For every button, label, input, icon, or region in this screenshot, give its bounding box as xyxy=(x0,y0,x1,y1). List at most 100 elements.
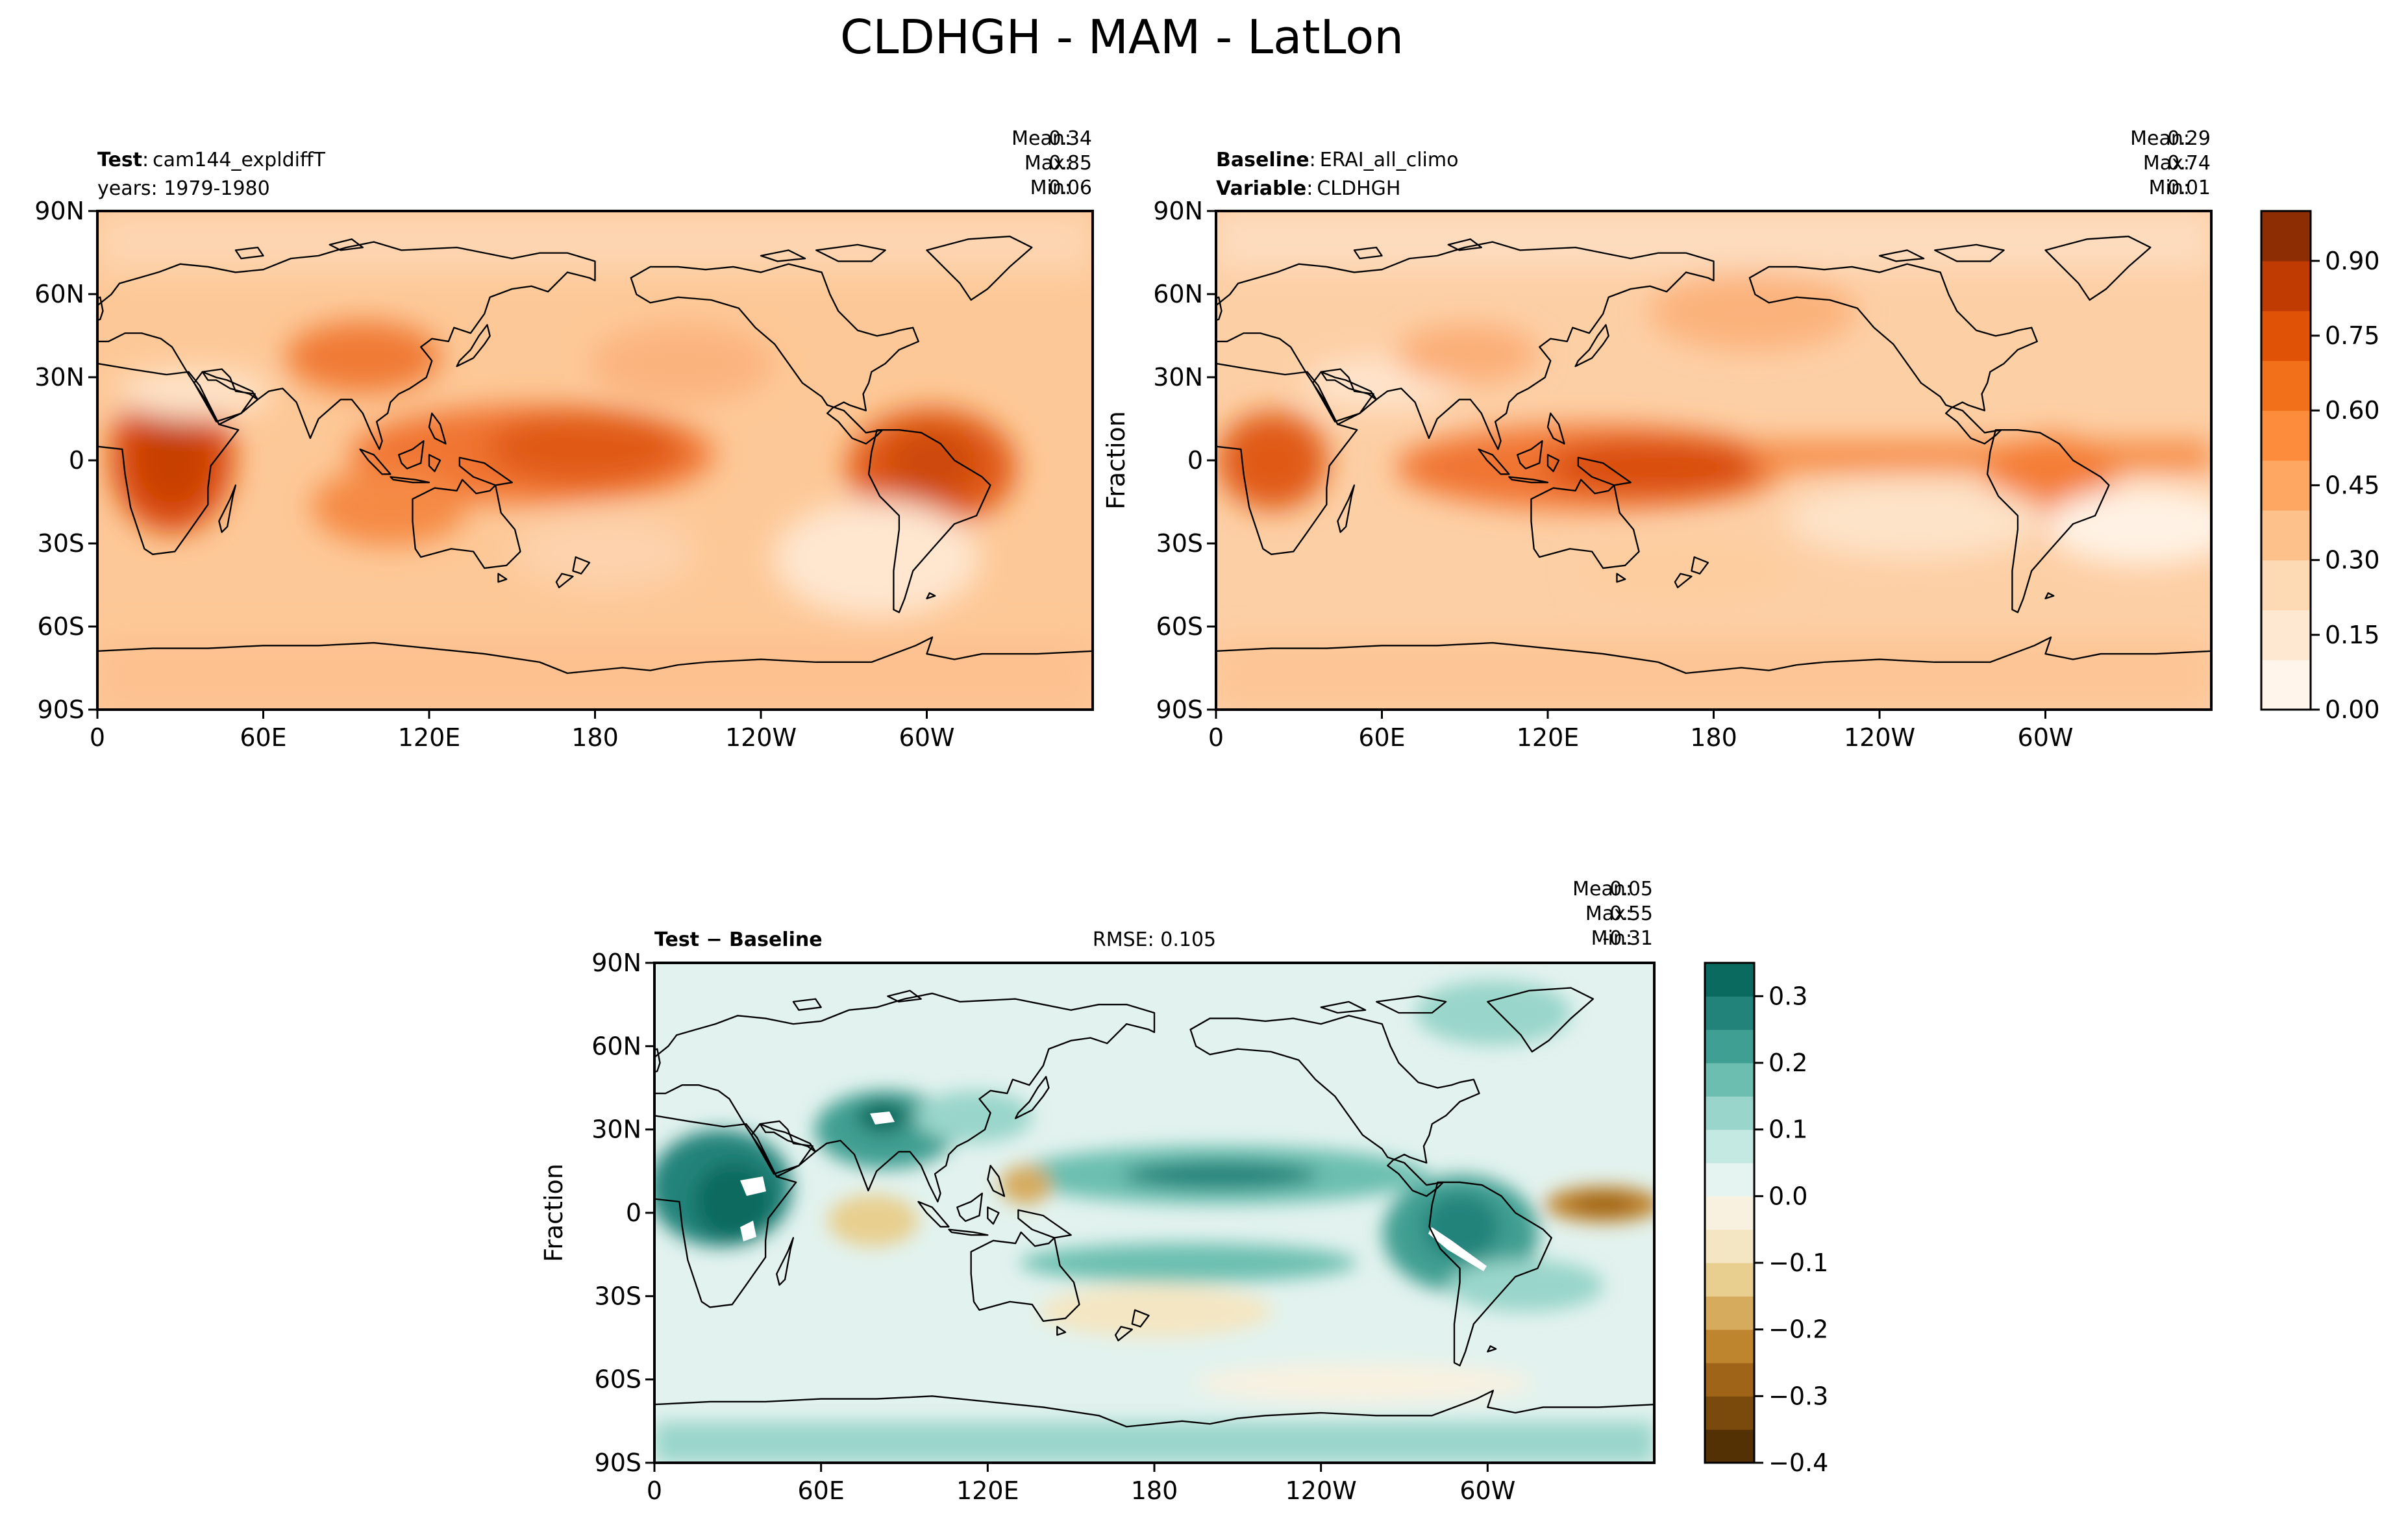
colorbar-oranges-level xyxy=(2261,336,2311,361)
colorbar-brbg-level xyxy=(1705,1063,1754,1097)
baseline-case-label: Baseline: ERAI_all_climo xyxy=(1216,149,1458,171)
svg-text:0.74: 0.74 xyxy=(2167,152,2211,175)
baseline-y-tick-label: 60N xyxy=(1153,280,1203,308)
diff-x-tick-label: 180 xyxy=(1131,1476,1178,1505)
baseline-x-tick-label: 120W xyxy=(1844,723,1915,752)
colorbar-brbg-level xyxy=(1705,996,1754,1030)
colorbar-oranges-level xyxy=(2261,435,2311,461)
colorbar-oranges-tick-label: 0.75 xyxy=(2325,321,2380,350)
baseline-field-blobs xyxy=(1216,211,2211,710)
diff-stats: Mean: 0.05 Max: 0.55 Min: -0.31 xyxy=(1572,878,1653,950)
colorbar-brbg-tick-label: −0.1 xyxy=(1769,1249,1828,1277)
test-y-tick-label: 30N xyxy=(34,363,84,392)
colorbar-oranges-tick-label: 0.60 xyxy=(2325,396,2380,425)
diff-y-tick-label: 90N xyxy=(591,949,641,977)
colorbar-oranges-level xyxy=(2261,211,2311,236)
panel-difference: 0 60E 120E 180 120W 60W 90N 60N 30N 0 30S 60S 90S Te… xyxy=(540,878,1828,1505)
colorbar-brbg-level xyxy=(1705,1096,1754,1130)
diff-x-tick-label: 120W xyxy=(1285,1476,1357,1505)
diff-y-tick-label: 90S xyxy=(595,1448,641,1477)
colorbar-brbg-frame xyxy=(1704,962,1756,1464)
svg-text:Min:: Min: xyxy=(1030,177,1071,199)
colorbar-oranges-tick-label: 0.30 xyxy=(2325,546,2380,575)
svg-text:Min:: Min: xyxy=(2149,177,2190,199)
colorbar-brbg-level xyxy=(1705,1363,1754,1397)
test-x-tick-label: 60W xyxy=(899,723,955,752)
colorbar-brbg-level xyxy=(1705,1263,1754,1297)
colorbar-oranges-level xyxy=(2261,660,2311,686)
baseline-y-tick-label: 60S xyxy=(1156,612,1203,641)
colorbar-brbg-level xyxy=(1705,1296,1754,1330)
svg-text:0.55: 0.55 xyxy=(1609,902,1653,925)
test-y-tick-label: 90N xyxy=(34,197,84,225)
test-years: years: 1979-1980 xyxy=(97,177,270,200)
test-x-tick-label: 120E xyxy=(398,723,461,752)
colorbar-oranges-level xyxy=(2261,385,2311,411)
test-y-tick-label: 30S xyxy=(38,529,84,558)
colorbar-brbg-level xyxy=(1705,1329,1754,1363)
colorbar-oranges-level xyxy=(2261,310,2311,336)
svg-text:0.34: 0.34 xyxy=(1049,127,1092,150)
svg-text:0.29: 0.29 xyxy=(2167,127,2211,150)
svg-text:Max:: Max: xyxy=(1024,152,1071,175)
colorbar-brbg-tick-label: 0.0 xyxy=(1769,1182,1807,1210)
diff-y-tick-label: 60N xyxy=(591,1032,641,1060)
diff-rmse: RMSE: 0.105 xyxy=(1093,928,1216,951)
test-y-tick-label: 0 xyxy=(69,446,84,475)
colorbar-oranges-level xyxy=(2261,634,2311,660)
colorbar-oranges-tick-label: 0.90 xyxy=(2325,247,2380,275)
test-y-tick-label: 60S xyxy=(38,612,84,641)
colorbar-brbg-level xyxy=(1705,1429,1754,1463)
colorbar-brbg-tick-label: −0.4 xyxy=(1769,1448,1828,1477)
diff-out-of-range-patch xyxy=(740,1176,766,1196)
diff-y-axis-label: Fraction xyxy=(540,1163,568,1262)
colorbar-oranges-level xyxy=(2261,684,2311,710)
diff-x-tick-label: 60W xyxy=(1459,1476,1515,1505)
colorbar-oranges-tick-label: 0.15 xyxy=(2325,621,2380,649)
svg-text:Max:: Max: xyxy=(2143,152,2190,175)
colorbar-brbg-level xyxy=(1705,963,1754,997)
diff-y-tick-label: 30S xyxy=(595,1282,641,1310)
panel-baseline: 0 60E 120E 180 120W 60W 90N 60N 30N 0 30S 60S 90S Ba… xyxy=(1102,127,2380,752)
svg-text:0.85: 0.85 xyxy=(1049,152,1092,175)
colorbar-oranges-level xyxy=(2261,236,2311,262)
colorbar-oranges-level xyxy=(2261,610,2311,636)
baseline-x-tick-label: 60E xyxy=(1358,723,1405,752)
baseline-y-tick-label: 0 xyxy=(1187,446,1203,475)
colorbar-oranges: 0.90 0.75 0.60 0.45 0.30 0.15 0.00 xyxy=(2260,210,2380,724)
diff-title: Test − Baseline xyxy=(654,928,823,951)
colorbar-oranges-frame xyxy=(2260,210,2312,711)
svg-text:Mean:: Mean: xyxy=(2130,127,2190,150)
colorbar-brbg-tick-label: 0.1 xyxy=(1769,1115,1807,1144)
test-x-tick-label: 60E xyxy=(240,723,286,752)
colorbar-brbg-level xyxy=(1705,1396,1754,1430)
baseline-variable-label: Variable: CLDHGH xyxy=(1216,177,1401,200)
colorbar-brbg: 0.3 0.2 0.1 0.0 −0.1 −0.2 −0.3 −0.4 xyxy=(1704,962,1828,1477)
diff-y-tick-label: 0 xyxy=(626,1199,641,1227)
figure-title: CLDHGH - MAM - LatLon xyxy=(840,10,1404,64)
svg-text:Mean:: Mean: xyxy=(1572,878,1632,901)
colorbar-brbg-level xyxy=(1705,1129,1754,1163)
colorbar-brbg-level xyxy=(1705,1196,1754,1230)
colorbar-brbg-tick-label: 0.2 xyxy=(1769,1049,1807,1077)
baseline-y-tick-label: 30N xyxy=(1153,363,1203,392)
colorbar-oranges-level xyxy=(2261,510,2311,536)
panel-test: 0 60E 120E 180 120W 60W 90N 60N 30N 0 30S 60S 90S Te… xyxy=(34,127,1094,752)
baseline-stats: Mean: 0.29 Max: 0.74 Min: 0.01 xyxy=(2130,127,2211,199)
svg-text:Max:: Max: xyxy=(1585,902,1632,925)
colorbar-oranges-tick-label: 0.00 xyxy=(2325,695,2380,724)
test-y-tick-label: 60N xyxy=(34,280,84,308)
baseline-y-tick-label: 90N xyxy=(1153,197,1203,225)
colorbar-brbg-level xyxy=(1705,1163,1754,1197)
svg-text:Mean:: Mean: xyxy=(1012,127,1071,150)
baseline-x-tick-label: 120E xyxy=(1517,723,1580,752)
colorbar-brbg-tick-label: −0.3 xyxy=(1769,1382,1828,1410)
diff-x-tick-label: 0 xyxy=(647,1476,662,1505)
colorbar-oranges-level xyxy=(2261,286,2311,312)
baseline-x-tick-label: 0 xyxy=(1208,723,1224,752)
colorbar-brbg-level xyxy=(1705,1229,1754,1263)
colorbar-oranges-level xyxy=(2261,585,2311,610)
baseline-y-tick-label: 90S xyxy=(1156,695,1203,724)
svg-text:0.05: 0.05 xyxy=(1609,878,1653,901)
